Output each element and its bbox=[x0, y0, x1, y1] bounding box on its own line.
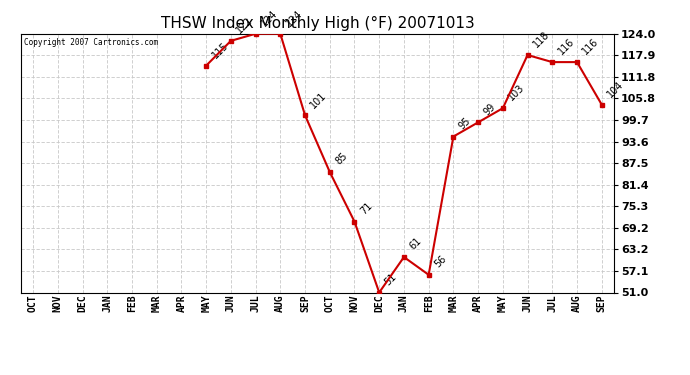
Text: 122: 122 bbox=[235, 15, 255, 36]
Text: 51: 51 bbox=[383, 272, 399, 287]
Text: 99: 99 bbox=[482, 101, 497, 117]
Text: 61: 61 bbox=[408, 236, 424, 252]
Text: 71: 71 bbox=[358, 201, 374, 216]
Text: 118: 118 bbox=[531, 30, 551, 50]
Text: 101: 101 bbox=[308, 90, 329, 110]
Text: Copyright 2007 Cartronics.com: Copyright 2007 Cartronics.com bbox=[23, 38, 158, 46]
Title: THSW Index Monthly High (°F) 20071013: THSW Index Monthly High (°F) 20071013 bbox=[161, 16, 474, 31]
Text: 115: 115 bbox=[210, 40, 230, 60]
Text: 95: 95 bbox=[457, 116, 473, 131]
Text: 104: 104 bbox=[605, 79, 626, 99]
Text: 116: 116 bbox=[556, 37, 576, 57]
Text: 124: 124 bbox=[284, 8, 304, 28]
Text: 124: 124 bbox=[259, 8, 279, 28]
Text: 56: 56 bbox=[433, 254, 448, 270]
Text: 116: 116 bbox=[581, 37, 601, 57]
Text: 85: 85 bbox=[333, 151, 349, 166]
Text: 103: 103 bbox=[506, 83, 526, 103]
